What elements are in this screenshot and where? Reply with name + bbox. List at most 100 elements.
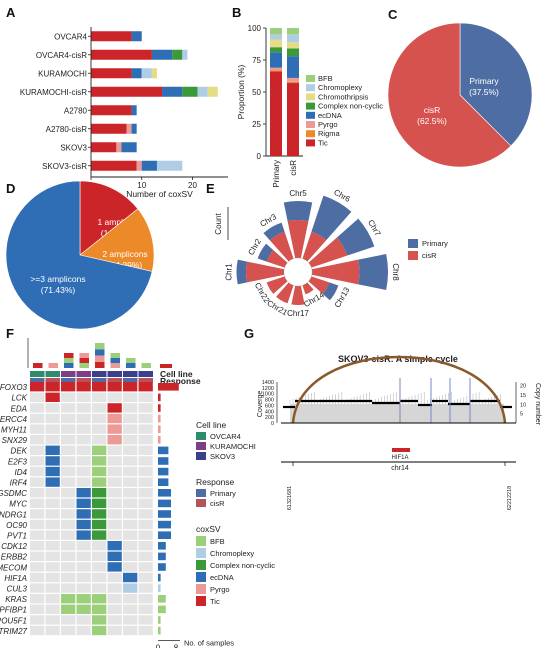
chrom-label: chr14: [391, 465, 409, 472]
pie-slice-cisr: [387, 22, 512, 168]
cell-line-cell-3: [61, 371, 76, 377]
category-label-skov3: SKOV3: [60, 143, 87, 152]
cell-ppfibp1-8: [138, 604, 153, 614]
panel-label-c: C: [388, 7, 398, 22]
cell-ppfibp1-7: [123, 604, 138, 614]
cell-pvt1-4: [76, 530, 91, 540]
cell-id4-4: [76, 466, 91, 477]
cell-pvt1-7: [123, 530, 138, 540]
cell-pou5f1-6: [107, 615, 122, 625]
cell-e2f3-7: [123, 456, 138, 466]
cell-ercc4-5: [92, 413, 107, 424]
row-count-bar-trim27: [158, 626, 161, 635]
polar-bar-chr14-cisr: [302, 282, 314, 295]
pie-label-cisr-1: (62.5%): [417, 116, 447, 126]
coverage-tick-200: 200: [265, 415, 274, 421]
coverage-tick-800: 800: [265, 398, 274, 404]
amplicon-title: SKOV3-cisR: A simple cycle: [338, 354, 458, 364]
cell-ndrg1-1: [30, 509, 45, 519]
cell-pou5f1-5: [92, 615, 107, 625]
cell-myh11-7: [123, 424, 138, 434]
gene-label-erbb2: ERBB2: [1, 553, 28, 562]
coverage-tick-1400: 1400: [262, 380, 274, 386]
cell-hif1a-7: [123, 572, 138, 583]
cell-dek-3: [61, 445, 76, 455]
cell-cul3-8: [138, 583, 153, 593]
cell-ndrg1-5: [92, 509, 107, 519]
cell-kras-6: [107, 594, 122, 604]
copy-number-tick-10: 10: [520, 402, 526, 408]
legend-label-chromoplexy: Chromoplexy: [318, 83, 362, 92]
response-cell-8: [138, 378, 153, 382]
cell-erbb2-1: [30, 551, 45, 561]
cell-hif1a-2: [45, 572, 60, 583]
category-label-a2780-cisr: A2780-cisR: [46, 125, 88, 134]
row-count-bar-oc90: [158, 520, 171, 529]
cell-irf4-1: [30, 477, 45, 487]
cell-snx29-7: [123, 435, 138, 445]
cell-cul3-2: [45, 583, 60, 593]
row-count-bar-eda: [158, 404, 161, 412]
panel-c-pie-chart: Primary(37.5%) cisR(62.5%): [387, 22, 533, 168]
bar-primary-chromothripsis: [270, 39, 282, 48]
legend-swatch-tic: [306, 139, 315, 147]
cell-pou5f1-7: [123, 615, 138, 625]
legend-label-bfb: BFB: [318, 74, 333, 83]
gene-label-dek: DEK: [11, 447, 28, 456]
coverage-tick-1200: 1200: [262, 386, 274, 392]
legend-label-ovcar4: OVCAR4: [210, 432, 241, 441]
cell-cdk12-8: [138, 541, 153, 551]
cell-trim27-1: [30, 625, 45, 636]
category-label-ovcar4: OVCAR4: [54, 32, 87, 41]
cell-eda-5: [92, 403, 107, 413]
cell-eda-8: [138, 403, 153, 413]
cell-cul3-1: [30, 583, 45, 593]
cell-snx29-3: [61, 435, 76, 445]
cell-ndrg1-7: [123, 509, 138, 519]
gene-label-ercc4: ERCC4: [0, 415, 28, 424]
cell-cdk12-4: [76, 541, 91, 551]
cell-dek-2: [45, 445, 60, 455]
panel-g-amplicon-plot: SKOV3-cisR: A simple cycle02004006008001…: [257, 354, 541, 510]
row-count-bar-dek: [158, 446, 169, 455]
panel-label-f: F: [6, 326, 14, 341]
cell-snx29-8: [138, 435, 153, 445]
cell-ercc4-4: [76, 413, 91, 424]
cell-ercc4-6: [107, 413, 122, 424]
cell-pvt1-5: [92, 530, 107, 540]
pie-label-cisr-0: cisR: [424, 105, 441, 115]
polar-bar-chr2-cisr: [266, 250, 288, 268]
gene-label-lck: LCK: [11, 394, 27, 403]
cell-foxo3-1: [30, 382, 45, 392]
cell-line-cell-7: [123, 371, 138, 377]
legend-label-coxsv-complex-non-cyclic: Complex non-cyclic: [210, 561, 275, 570]
bar-ovcar4-tic: [91, 31, 132, 42]
cell-mecom-3: [61, 562, 76, 572]
y-tick-label-50: 50: [252, 88, 261, 97]
top-bar-col-3-0: [64, 363, 74, 368]
polar-bar-chr13-cisr: [308, 276, 330, 294]
cell-e2f3-8: [138, 456, 153, 466]
row-count-bar-pou5f1: [158, 616, 161, 624]
polar-bar-chr22-cisr: [266, 276, 288, 294]
category-label-ovcar4-cisr: OVCAR4-cisR: [36, 51, 87, 60]
bar-primary-chromoplexy: [270, 34, 282, 40]
cell-hif1a-3: [61, 572, 76, 583]
row-count-bar-myc: [158, 499, 171, 508]
polar-bar-chr7-cisr: [308, 237, 348, 268]
row-count-bar-ndrg1: [158, 510, 171, 518]
bar-primary-complex-non-cyclic: [270, 47, 282, 53]
polar-label-chr1: Chr1: [225, 263, 234, 281]
y-tick-label-75: 75: [252, 56, 261, 65]
row-count-bar-lck: [158, 393, 161, 402]
cell-ercc4-1: [30, 413, 45, 424]
gene-label-pou5f1: POU5F1: [0, 616, 27, 625]
legend-swatch-complex-non-cyclic: [306, 102, 315, 110]
coverage-tick-600: 600: [265, 403, 274, 409]
bar-ovcar4-cisr-tic: [91, 49, 152, 60]
bar-a2780-cisr-ecdna: [131, 123, 137, 134]
cell-myh11-2: [45, 424, 60, 434]
cell-gsdmc-4: [76, 488, 91, 498]
pie-label-2-amplicons-0: 2 amplicons: [102, 249, 147, 259]
cell-lck-3: [61, 392, 76, 402]
